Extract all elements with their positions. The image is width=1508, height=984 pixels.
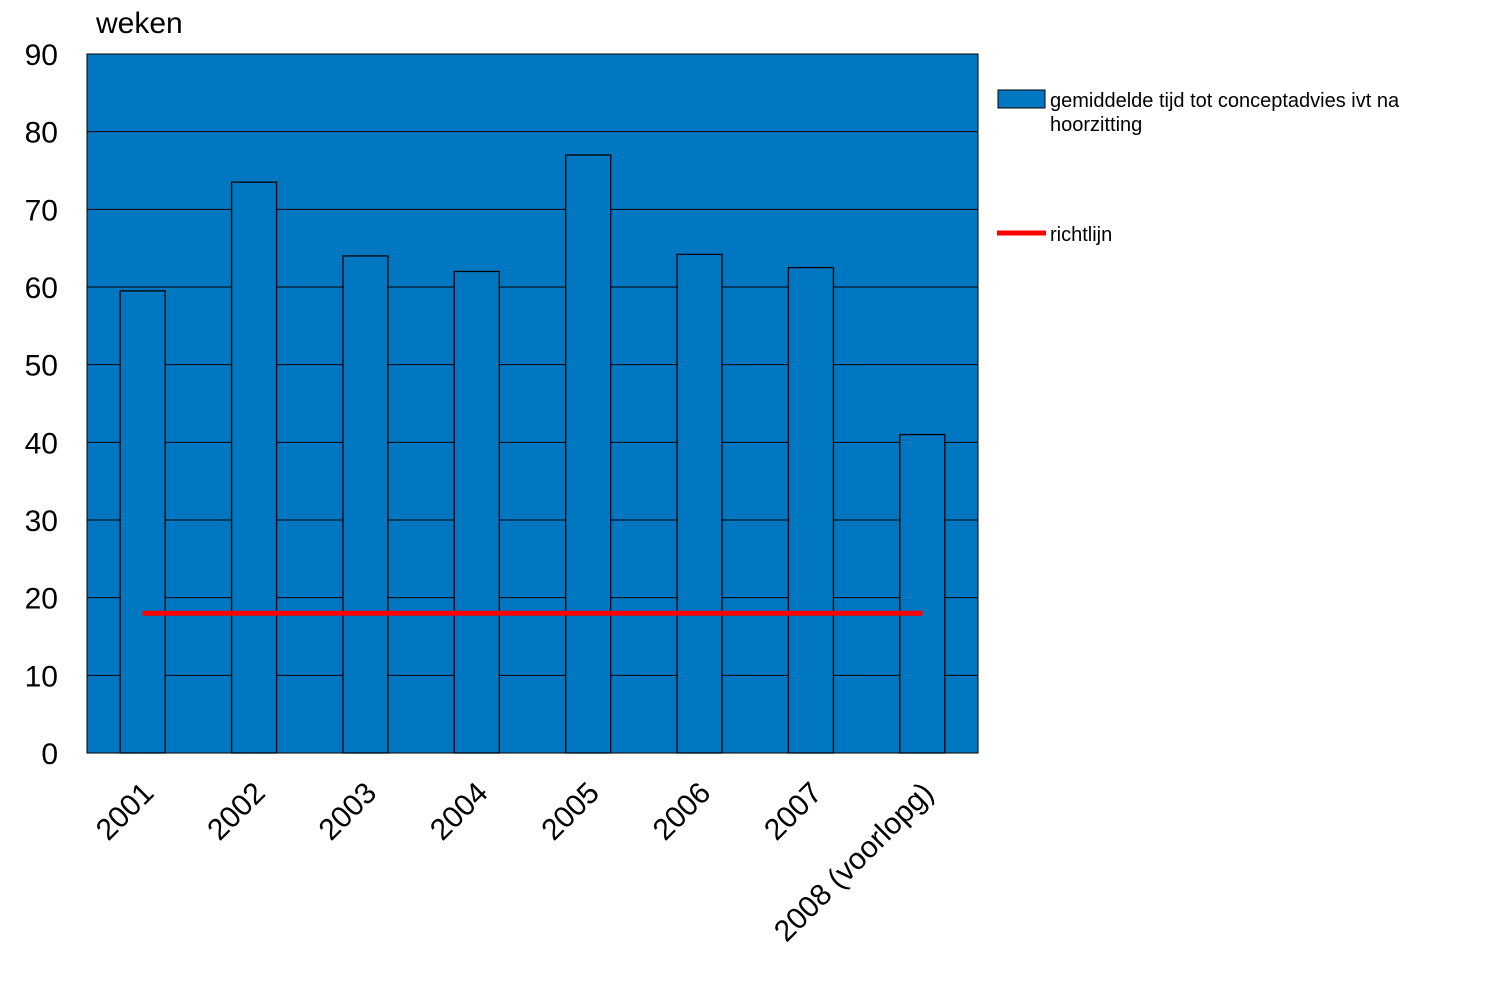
y-tick-label: 80	[25, 117, 58, 150]
bar	[453, 270, 500, 754]
x-tick-label: 2005	[535, 776, 606, 847]
bar	[676, 253, 723, 754]
y-tick-label: 60	[25, 272, 58, 305]
bar	[119, 290, 166, 754]
y-tick-label: 20	[25, 583, 58, 616]
y-tick-label: 50	[25, 350, 58, 383]
x-tick-label: 2001	[90, 776, 161, 847]
plot-area	[86, 53, 979, 754]
bar	[565, 154, 612, 754]
y-axis-label: weken	[95, 7, 183, 40]
bar	[787, 266, 835, 754]
bar-series	[119, 154, 946, 754]
legend-bar-label-line: gemiddelde tijd tot conceptadvies ivt na	[1050, 90, 1400, 112]
y-axis-ticks: 0 10 20 30 40 50 60 70 80 90	[25, 39, 58, 771]
x-tick-label: 2004	[424, 776, 495, 847]
legend: gemiddelde tijd tot conceptadvies ivt na…	[997, 89, 1405, 246]
x-tick-label: 2003	[313, 776, 384, 847]
y-tick-label: 70	[25, 194, 58, 227]
y-tick-label: 40	[25, 427, 58, 460]
y-tick-label: 90	[25, 39, 58, 72]
x-tick-label: 2006	[647, 776, 718, 847]
bar	[342, 255, 389, 754]
x-tick-label: 2007	[758, 776, 829, 847]
bar	[899, 433, 946, 754]
legend-bar-swatch	[997, 89, 1046, 109]
x-tick-label: 2002	[201, 776, 272, 847]
legend-bar-label: gemiddelde tijd tot conceptadvies ivt na…	[1050, 90, 1405, 136]
legend-bar-label-line: hoorzitting	[1050, 114, 1142, 136]
y-tick-label: 0	[41, 738, 58, 771]
legend-line-label: richtlijn	[1050, 224, 1112, 246]
bar	[230, 181, 278, 754]
y-tick-label: 10	[25, 660, 58, 693]
y-tick-label: 30	[25, 505, 58, 538]
